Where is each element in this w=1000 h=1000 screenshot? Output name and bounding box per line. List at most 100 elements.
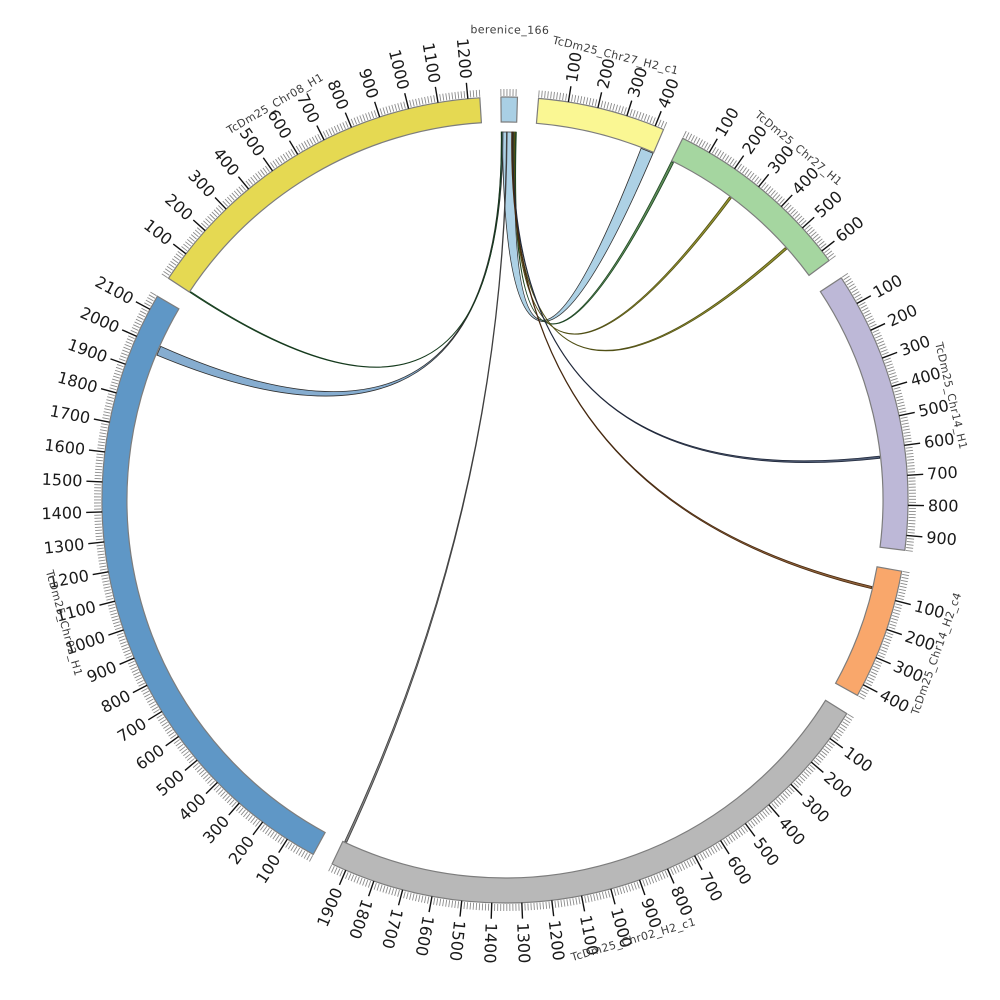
minor-tick — [274, 834, 280, 842]
minor-tick — [177, 743, 184, 749]
tick-label-chr27_h2_c1-100: 100 — [562, 51, 586, 84]
tick-label-chr14_h1-900: 900 — [926, 528, 958, 550]
minor-tick — [796, 215, 803, 222]
minor-tick — [333, 867, 338, 875]
minor-tick — [113, 372, 121, 376]
minor-tick — [137, 679, 144, 684]
minor-tick — [282, 153, 288, 161]
minor-tick — [415, 98, 418, 106]
minor-tick — [899, 410, 907, 414]
minor-tick — [98, 559, 106, 562]
minor-tick — [880, 649, 887, 653]
minor-tick — [97, 550, 105, 553]
minor-tick — [600, 100, 604, 108]
minor-tick — [884, 637, 892, 642]
minor-tick — [231, 801, 237, 808]
minor-tick — [790, 208, 796, 215]
minor-tick — [809, 764, 816, 770]
major-tick — [626, 100, 633, 117]
minor-tick — [898, 588, 906, 592]
minor-tick — [829, 255, 836, 261]
minor-tick — [409, 892, 412, 900]
minor-tick — [173, 255, 180, 261]
minor-tick — [198, 769, 205, 775]
minor-tick — [906, 541, 914, 543]
minor-tick — [303, 852, 308, 859]
minor-tick — [365, 879, 369, 887]
minor-tick — [347, 873, 352, 881]
minor-tick — [98, 562, 107, 565]
minor-tick — [878, 651, 886, 656]
minor-tick — [451, 900, 454, 908]
minor-tick — [112, 375, 120, 379]
minor-tick — [103, 586, 111, 589]
minor-tick — [106, 399, 114, 402]
minor-tick — [616, 888, 620, 896]
minor-tick — [875, 660, 883, 664]
minor-tick — [192, 762, 199, 768]
minor-tick — [799, 775, 806, 782]
minor-tick — [365, 113, 369, 121]
minor-tick — [566, 899, 569, 907]
minor-tick — [823, 748, 830, 754]
minor-tick — [697, 854, 702, 862]
minor-tick — [808, 229, 815, 235]
minor-tick — [785, 204, 792, 211]
minor-tick — [772, 192, 779, 199]
tick-label-chr02_h2_c1-200: 200 — [820, 768, 856, 802]
minor-tick — [876, 337, 883, 342]
minor-tick — [907, 462, 915, 464]
minor-tick — [557, 900, 560, 908]
minor-tick — [559, 92, 561, 100]
minor-tick — [418, 894, 421, 902]
minor-tick — [670, 868, 674, 876]
minor-tick — [571, 94, 574, 102]
minor-tick — [902, 573, 910, 577]
minor-tick — [895, 603, 903, 607]
minor-tick — [896, 398, 904, 402]
minor-tick — [897, 404, 905, 408]
minor-tick — [722, 153, 727, 160]
minor-tick — [749, 172, 755, 179]
minor-tick — [406, 892, 409, 900]
major-tick — [829, 737, 844, 749]
major-tick — [86, 480, 103, 483]
minor-tick — [702, 851, 707, 859]
minor-tick — [824, 745, 832, 751]
minor-tick — [129, 663, 136, 668]
minor-tick — [331, 127, 335, 134]
minor-tick — [353, 117, 358, 125]
minor-tick — [664, 870, 669, 878]
major-tick — [708, 138, 718, 153]
minor-tick — [139, 310, 147, 315]
minor-tick — [175, 253, 182, 259]
minor-tick — [641, 113, 645, 120]
minor-tick — [807, 766, 814, 773]
minor-tick — [638, 111, 642, 119]
minor-tick — [804, 224, 811, 230]
minor-tick — [839, 726, 846, 732]
minor-tick — [710, 847, 715, 854]
minor-tick — [397, 889, 400, 897]
major-tick — [344, 112, 353, 128]
minor-tick — [270, 162, 275, 169]
minor-tick — [102, 414, 110, 417]
minor-tick — [778, 797, 784, 803]
minor-tick — [391, 888, 395, 896]
minor-tick — [99, 565, 107, 568]
minor-tick — [415, 894, 418, 902]
minor-tick — [168, 731, 175, 737]
tick-label-chr14_h1-100: 100 — [870, 271, 906, 302]
minor-tick — [846, 280, 854, 286]
minor-tick — [359, 877, 363, 885]
minor-tick — [194, 229, 201, 235]
minor-tick — [168, 263, 175, 269]
minor-tick — [111, 615, 119, 619]
minor-tick — [163, 270, 170, 276]
minor-tick — [813, 760, 820, 766]
minor-tick — [121, 644, 128, 648]
minor-tick — [574, 95, 577, 103]
minor-tick — [789, 786, 795, 793]
minor-tick — [166, 265, 173, 271]
minor-tick — [800, 220, 807, 226]
